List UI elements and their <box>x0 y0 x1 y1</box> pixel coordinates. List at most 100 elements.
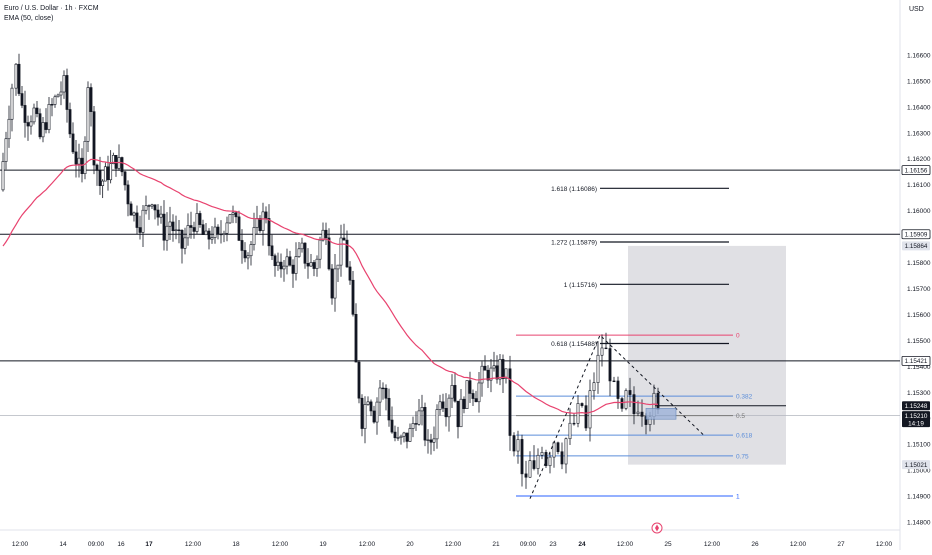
candle-body <box>489 367 493 381</box>
candle-body <box>291 264 295 274</box>
candle-body <box>309 262 313 267</box>
candle-body <box>180 230 184 249</box>
candle-body <box>252 227 256 245</box>
candle-body <box>77 157 81 165</box>
fib-retracement-label: 0.382 <box>736 394 753 401</box>
x-tick-label: 27 <box>837 541 845 548</box>
x-tick-label: 12:00 <box>359 541 376 548</box>
candle-body <box>459 398 463 428</box>
candle-body <box>450 385 454 399</box>
indicator-title[interactable]: EMA (50, close) <box>4 15 54 22</box>
price-tag-label: 1.16156 <box>905 167 928 174</box>
candle-body <box>192 227 196 232</box>
candle-body <box>264 211 268 219</box>
price-tag-label: 1.15421 <box>905 358 928 365</box>
candle-body <box>342 237 346 241</box>
candle-body <box>441 401 445 409</box>
candle-body <box>318 239 322 260</box>
candle-body <box>636 411 640 414</box>
candle-body <box>387 397 391 421</box>
candle-body <box>429 439 433 443</box>
candle-body <box>393 431 397 439</box>
price-tag-bg <box>901 229 931 240</box>
candle-body <box>150 204 154 207</box>
candle-body <box>462 398 466 409</box>
price-tag: 1.15248 <box>902 401 930 411</box>
candle-body <box>177 229 181 231</box>
candle-body <box>568 422 572 440</box>
price-tag-label: 1.15909 <box>905 232 928 239</box>
consolidation-box <box>645 407 677 420</box>
symbol-title[interactable]: Euro / U.S. Dollar · 1h · FXCM <box>4 5 99 12</box>
y-tick-label: 1.15500 <box>907 338 931 345</box>
candle-body <box>126 184 130 205</box>
candle-body <box>480 365 484 384</box>
candle-body <box>68 109 72 135</box>
x-tick-label: 26 <box>751 541 759 548</box>
candle-body <box>207 230 211 240</box>
candle-body <box>363 404 367 429</box>
candle-body <box>288 256 292 266</box>
candle-body <box>435 409 439 440</box>
candle-body <box>195 213 199 232</box>
candle-body <box>141 209 145 233</box>
candle-body <box>273 255 277 267</box>
candle-body <box>360 397 364 429</box>
candle-body <box>258 218 262 231</box>
candle-body <box>261 211 265 231</box>
candle-body <box>640 411 644 417</box>
candle-body <box>228 214 232 224</box>
candle-body <box>556 442 560 453</box>
candle-body <box>564 438 568 465</box>
candle-body <box>279 261 283 270</box>
candle-body <box>56 94 60 98</box>
candle-body <box>596 354 600 383</box>
y-tick-label: 1.16200 <box>907 156 931 163</box>
candle-body <box>165 225 169 241</box>
candle-body <box>297 248 301 257</box>
y-tick-label: 1.15600 <box>907 312 931 319</box>
candle-body <box>327 237 331 270</box>
candle-body <box>92 111 96 166</box>
x-tick-label: 17 <box>145 541 153 548</box>
candle-body <box>183 237 187 249</box>
y-tick-label: 1.15800 <box>907 260 931 267</box>
y-tick-label: 1.16500 <box>907 78 931 85</box>
candle-body <box>159 213 163 218</box>
candle-body <box>512 435 516 452</box>
candle-body <box>330 268 334 299</box>
candle-body <box>333 268 337 299</box>
candle-body <box>47 104 51 130</box>
candle-body <box>300 242 304 250</box>
fib-retracement-label: 1 <box>736 494 740 501</box>
candle-body <box>492 365 496 369</box>
candle-body <box>532 460 536 469</box>
price-tag-bg <box>902 411 930 428</box>
candle-body <box>62 75 66 93</box>
candle-body <box>98 170 102 186</box>
candle-body <box>444 408 448 418</box>
candle-body <box>147 205 151 207</box>
candle-body <box>4 138 8 162</box>
candle-body <box>572 422 576 425</box>
ema-line <box>2 158 659 414</box>
candle-body <box>584 405 588 429</box>
candle-body <box>423 407 427 441</box>
candle-body <box>612 380 616 383</box>
candle-body <box>468 380 472 394</box>
candles-group <box>1 53 660 489</box>
candle-body <box>174 229 178 232</box>
candle-body <box>384 387 388 399</box>
fib-retracement-label: 0.618 <box>736 433 753 440</box>
price-tag-bg <box>901 355 931 366</box>
candle-body <box>144 205 148 211</box>
fib-extension-label: 1 (1.15716) <box>564 282 597 289</box>
candle-body <box>237 216 241 241</box>
candle-body <box>411 423 415 429</box>
candle-body <box>162 213 166 241</box>
candle-body <box>620 398 624 409</box>
price-tag-label: 1.15248 <box>905 403 928 410</box>
candle-body <box>168 221 172 227</box>
